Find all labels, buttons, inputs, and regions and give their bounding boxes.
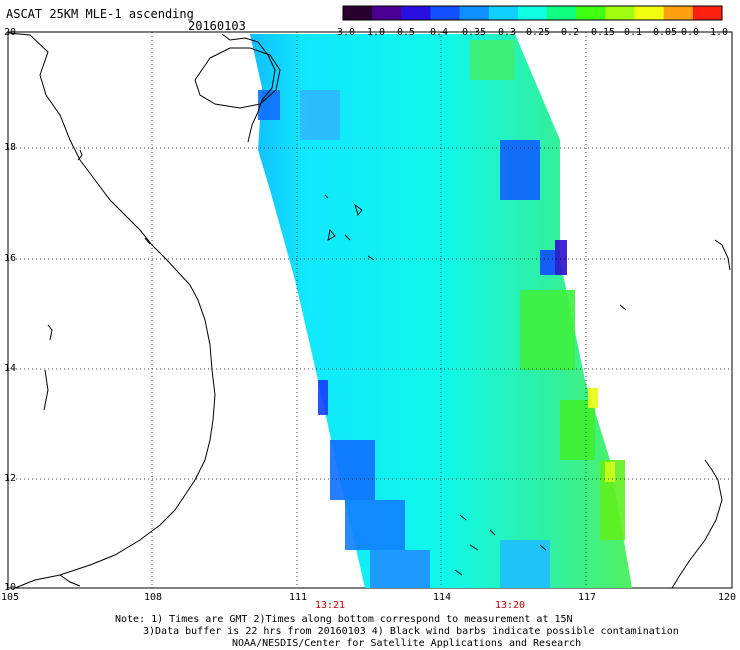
time-label: 13:21 bbox=[314, 600, 346, 611]
colorbar-label: -0.15 bbox=[584, 27, 616, 38]
colorbar-cell bbox=[517, 6, 548, 20]
colorbar-label: -0.1 bbox=[617, 27, 643, 38]
colorbar-label: -0.4 bbox=[423, 27, 449, 38]
lon-label: 108 bbox=[144, 592, 163, 603]
colorbar-cell bbox=[692, 6, 723, 20]
colorbar-cell bbox=[343, 6, 373, 20]
lon-label: 111 bbox=[289, 592, 308, 603]
colorbar-label: 1.0 bbox=[709, 27, 729, 38]
colorbar-cell bbox=[372, 6, 402, 20]
lon-label: 120 bbox=[718, 592, 737, 603]
lat-label: 10 bbox=[4, 582, 17, 593]
colorbar bbox=[342, 5, 723, 21]
colorbar-border bbox=[342, 5, 723, 21]
lat-label: 12 bbox=[4, 473, 17, 484]
map-date: 20160103 bbox=[188, 19, 246, 33]
lon-label: 117 bbox=[578, 592, 597, 603]
colorbar-label: -3.0 bbox=[330, 27, 356, 38]
colorbar-cell bbox=[430, 6, 461, 20]
colorbar-cell bbox=[663, 6, 694, 20]
colorbar-label: -0.2 bbox=[554, 27, 580, 38]
colorbar-label: 0.0 bbox=[680, 27, 700, 38]
colorbar-label: -1.0 bbox=[360, 27, 386, 38]
colorbar-cell bbox=[488, 6, 519, 20]
lat-label: 16 bbox=[4, 253, 17, 264]
colorbar-cell bbox=[547, 6, 577, 20]
lon-label: 105 bbox=[1, 592, 20, 603]
colorbar-cell bbox=[401, 6, 431, 20]
coastline bbox=[8, 32, 731, 588]
colorbar-label: -0.5 bbox=[390, 27, 416, 38]
islands bbox=[324, 194, 547, 576]
colorbar-label: -0.35 bbox=[455, 27, 487, 38]
map-title: ASCAT 25KM MLE-1 ascending bbox=[6, 7, 194, 21]
note-line: Note: 1) Times are GMT 2)Times along bot… bbox=[115, 614, 573, 625]
colorbar-label: -0.3 bbox=[491, 27, 517, 38]
colorbar-cell bbox=[605, 6, 636, 20]
lat-label: 18 bbox=[4, 142, 17, 153]
colorbar-label: -0.05 bbox=[646, 27, 678, 38]
colorbar-cell bbox=[459, 6, 490, 20]
note-line: 3)Data buffer is 22 hrs from 20160103 4)… bbox=[143, 626, 679, 637]
lat-label: 20 bbox=[4, 27, 17, 38]
note-line: NOAA/NESDIS/Center for Satellite Applica… bbox=[232, 638, 582, 649]
time-label: 13:20 bbox=[494, 600, 526, 611]
colorbar-cell bbox=[576, 6, 606, 20]
lat-label: 14 bbox=[4, 363, 17, 374]
swath-patches bbox=[258, 40, 625, 588]
colorbar-label: -0.25 bbox=[519, 27, 551, 38]
lon-label: 114 bbox=[433, 592, 452, 603]
colorbar-cell bbox=[634, 6, 665, 20]
graticule bbox=[8, 32, 732, 588]
